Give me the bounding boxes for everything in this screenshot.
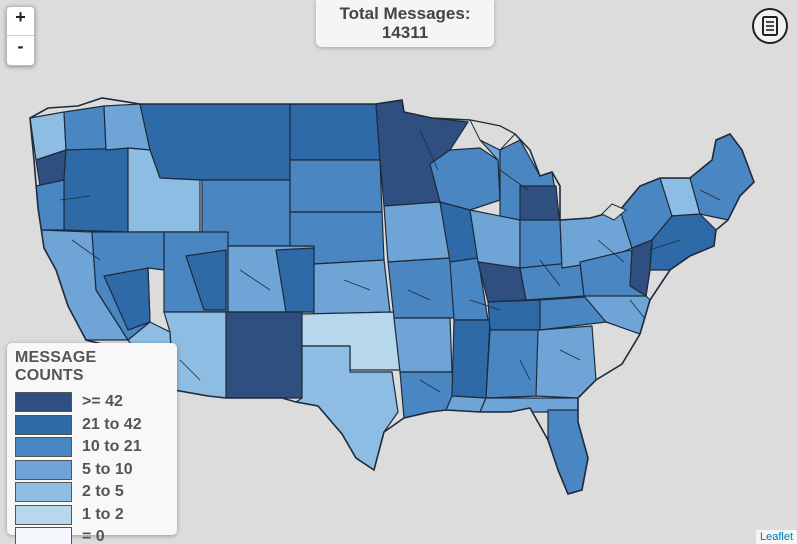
legend-label: 21 to 42 — [82, 415, 142, 433]
map-region[interactable] — [225, 311, 303, 399]
legend-label: >= 42 — [82, 393, 123, 411]
print-button[interactable] — [752, 8, 788, 44]
legend-swatch — [15, 414, 72, 435]
legend: MESSAGE COUNTS >= 42 21 to 42 10 to 21 5 to… — [7, 343, 177, 544]
zoom-in-button[interactable]: + — [7, 7, 34, 36]
legend-title: MESSAGE COUNTS — [15, 349, 97, 384]
legend-label: 5 to 10 — [82, 460, 133, 478]
legend-swatch — [15, 482, 72, 503]
region-boundary — [419, 189, 721, 393]
legend-item: 10 to 21 — [15, 436, 169, 459]
legend-swatch — [15, 527, 72, 544]
map-region[interactable] — [477, 261, 527, 303]
map-region[interactable] — [485, 329, 541, 399]
map-region[interactable] — [487, 299, 541, 331]
map-region[interactable] — [399, 371, 459, 419]
region-boundary — [179, 269, 647, 381]
region-boundary — [59, 129, 625, 287]
map-region[interactable] — [63, 147, 129, 233]
legend-label: 10 to 21 — [82, 438, 142, 456]
map-region[interactable] — [383, 201, 451, 263]
total-messages-label: Total Messages: — [339, 4, 471, 23]
zoom-out-button[interactable]: - — [17, 36, 24, 56]
map-region[interactable] — [451, 319, 491, 399]
legend-item: 21 to 42 — [15, 414, 169, 437]
map-region[interactable] — [689, 133, 754, 221]
map-region[interactable] — [547, 409, 589, 494]
legend-item: 5 to 10 — [15, 459, 169, 482]
map-region[interactable] — [313, 259, 391, 315]
total-messages-value: 14311 — [381, 23, 429, 42]
map-region[interactable] — [289, 159, 383, 213]
leaflet-attribution-link[interactable]: Leaflet — [755, 530, 797, 544]
great-lakes — [469, 119, 627, 221]
print-icon — [762, 16, 778, 36]
map-region[interactable] — [289, 103, 381, 161]
legend-item: = 0 — [15, 526, 169, 544]
total-messages-box: Total Messages: 14311 — [316, 0, 494, 47]
legend-item: 1 to 2 — [15, 504, 169, 527]
map-region[interactable] — [387, 257, 455, 319]
legend-item: 2 to 5 — [15, 481, 169, 504]
map-region[interactable] — [63, 105, 107, 151]
zoom-control: + - — [6, 6, 35, 66]
map-region[interactable] — [139, 103, 291, 181]
legend-item: >= 42 — [15, 391, 169, 414]
legend-swatch — [15, 504, 72, 525]
map-region[interactable] — [629, 239, 653, 297]
map-region[interactable] — [535, 325, 597, 399]
legend-label: 1 to 2 — [82, 505, 124, 523]
map-region[interactable] — [393, 317, 453, 373]
map-region[interactable] — [429, 147, 501, 211]
map-region[interactable] — [479, 397, 579, 413]
legend-swatch — [15, 437, 72, 458]
map-region[interactable] — [469, 209, 521, 269]
legend-swatch — [15, 392, 72, 413]
legend-swatch — [15, 459, 72, 480]
map-region[interactable] — [185, 249, 227, 311]
legend-label: = 0 — [82, 528, 105, 544]
legend-label: 2 to 5 — [82, 483, 124, 501]
map-region[interactable] — [519, 261, 585, 301]
